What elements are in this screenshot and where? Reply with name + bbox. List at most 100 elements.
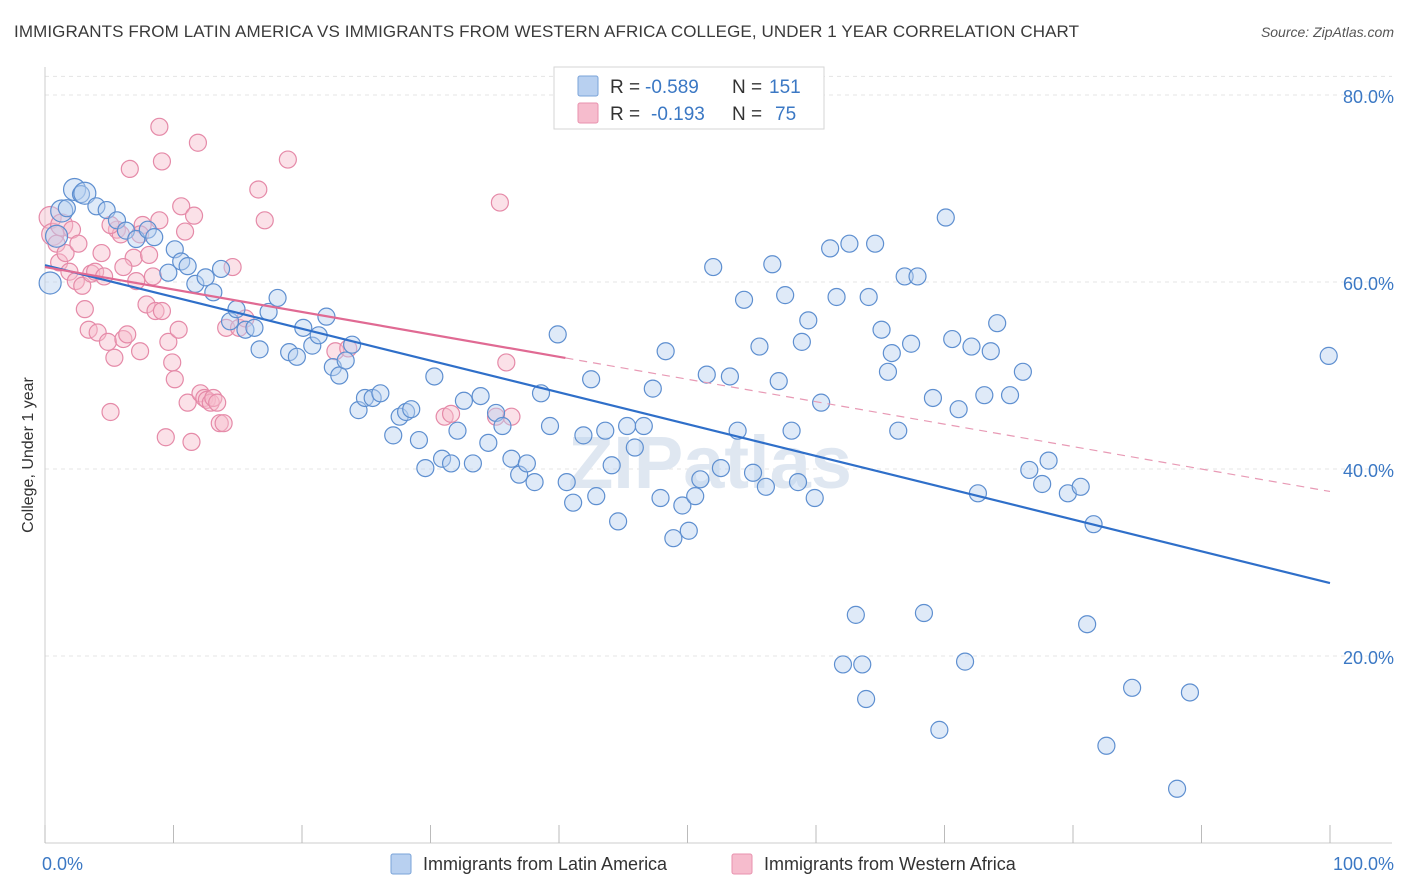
- latin-america-point-131: [1000, 386, 1020, 405]
- latin-america-point-36: [330, 366, 349, 385]
- western-africa-point-18: [98, 332, 118, 351]
- latin-america-point-14: [159, 263, 178, 282]
- western-africa-point-25: [120, 159, 139, 179]
- latin-america-point-51: [441, 454, 461, 473]
- x-tick-label-right: 100.0%: [1333, 854, 1394, 874]
- western-africa-point-41: [172, 197, 191, 216]
- latin-america-point-32: [303, 336, 322, 355]
- western-africa-point-9: [69, 234, 88, 253]
- y-axis-tick-labels: 20.0% 40.0% 60.0% 80.0%: [1343, 87, 1394, 668]
- western-africa-point-20: [105, 348, 124, 367]
- latin-america-point-126: [962, 337, 981, 356]
- bottom-legend-swatch-blue: [390, 853, 412, 875]
- latin-america-point-64: [540, 416, 560, 436]
- series-western-africa-points: [38, 117, 521, 452]
- latin-america-point-78: [651, 488, 670, 508]
- western-africa-point-70: [152, 301, 172, 321]
- trend-lines: [44, 264, 1331, 585]
- latin-america-point-47: [409, 430, 429, 450]
- latin-america-point-117: [901, 334, 921, 353]
- western-africa-point-59: [255, 211, 274, 230]
- latin-america-point-75: [625, 438, 644, 457]
- latin-america-point-67: [564, 493, 583, 512]
- latin-america-point-132: [1013, 362, 1032, 381]
- latin-america-point-69: [582, 370, 601, 389]
- latin-america-point-24: [236, 320, 255, 339]
- latin-america-point-13: [145, 228, 164, 247]
- legend-r-label-2: R =: [610, 104, 640, 125]
- latin-america-point-98: [788, 473, 808, 492]
- y-tick-label-20: 20.0%: [1343, 648, 1394, 668]
- latin-america-point-128: [975, 386, 994, 405]
- latin-america-point-85: [697, 365, 716, 384]
- latin-america-point-76: [634, 416, 653, 436]
- latin-america-point-112: [872, 320, 891, 339]
- grid-lines: [45, 75, 1392, 657]
- legend-swatch-blue: [577, 75, 599, 97]
- latin-america-point-101: [805, 488, 824, 508]
- latin-america-point-94: [763, 255, 782, 274]
- legend-n-value-1: 151: [769, 77, 801, 98]
- western-africa-point-32: [143, 267, 163, 286]
- latin-america-point-80: [664, 529, 683, 548]
- correlation-legend: R = -0.589 N = 151 R = -0.193 N = 75: [553, 66, 825, 130]
- latin-america-point-70: [587, 487, 606, 506]
- latin-america-point-0: [38, 271, 62, 295]
- latin-america-point-92: [750, 337, 769, 356]
- latin-america-point-61: [517, 454, 536, 473]
- latin-america-point-72: [602, 456, 621, 475]
- latin-america-point-71: [596, 421, 615, 440]
- latin-america-point-134: [1033, 474, 1052, 494]
- latin-america-point-103: [821, 239, 840, 258]
- western-africa-point-11: [75, 300, 94, 319]
- latin-america-point-6: [73, 181, 97, 205]
- latin-america-point-45: [396, 402, 416, 422]
- latin-america-point-115: [889, 421, 908, 440]
- latin-america-point-86: [704, 257, 723, 277]
- latin-america-point-56: [479, 433, 498, 452]
- latin-america-point-120: [923, 388, 943, 408]
- latin-america-point-100: [799, 311, 818, 330]
- latin-america-point-73: [609, 512, 628, 531]
- latin-america-point-108: [853, 655, 872, 674]
- bottom-legend-swatch-pink: [731, 853, 753, 875]
- latin-america-point-53: [454, 391, 474, 410]
- latin-america-point-74: [618, 416, 637, 436]
- latin-america-point-12: [138, 220, 157, 239]
- source-credit: Source: ZipAtlas.com: [1260, 24, 1394, 40]
- latin-america-point-3: [57, 199, 76, 218]
- latin-america-point-93: [756, 477, 775, 496]
- latin-america-point-46: [402, 400, 421, 419]
- latin-america-point-43: [384, 426, 403, 445]
- western-africa-point-60: [278, 150, 297, 169]
- western-africa-point-52: [208, 393, 227, 412]
- latin-america-point-59: [502, 449, 521, 468]
- western-africa-point-40: [169, 320, 188, 339]
- latin-america-point-65: [548, 325, 567, 344]
- latin-america-point-77: [643, 379, 662, 398]
- latin-america-point-50: [432, 449, 452, 468]
- latin-america-point-118: [908, 267, 927, 286]
- latin-america-point-42: [371, 384, 390, 403]
- chart-title: IMMIGRANTS FROM LATIN AMERICA VS IMMIGRA…: [14, 22, 1080, 41]
- latin-america-point-55: [471, 386, 490, 406]
- western-africa-point-24: [118, 325, 137, 344]
- latin-america-point-87: [711, 458, 731, 478]
- latin-america-point-30: [287, 347, 306, 366]
- latin-america-point-141: [1123, 678, 1142, 697]
- y-axis-label: College, Under 1 year: [20, 377, 37, 533]
- latin-america-point-106: [840, 234, 859, 253]
- legend-n-label-1: N =: [732, 77, 762, 98]
- y-tick-label-60: 60.0%: [1343, 274, 1394, 294]
- bottom-legend-label-2: Immigrants from Western Africa: [764, 854, 1017, 874]
- latin-america-point-81: [673, 496, 692, 515]
- latin-america-point-52: [448, 421, 467, 440]
- latin-america-point-82: [679, 521, 698, 540]
- latin-america-point-84: [691, 470, 710, 489]
- western-africa-point-5: [56, 243, 75, 263]
- latin-america-point-62: [525, 473, 544, 492]
- latin-america-point-90: [734, 290, 754, 309]
- western-africa-point-55: [223, 257, 242, 277]
- western-africa-point-46: [188, 133, 208, 152]
- watermark: ZIPatlas: [568, 421, 852, 504]
